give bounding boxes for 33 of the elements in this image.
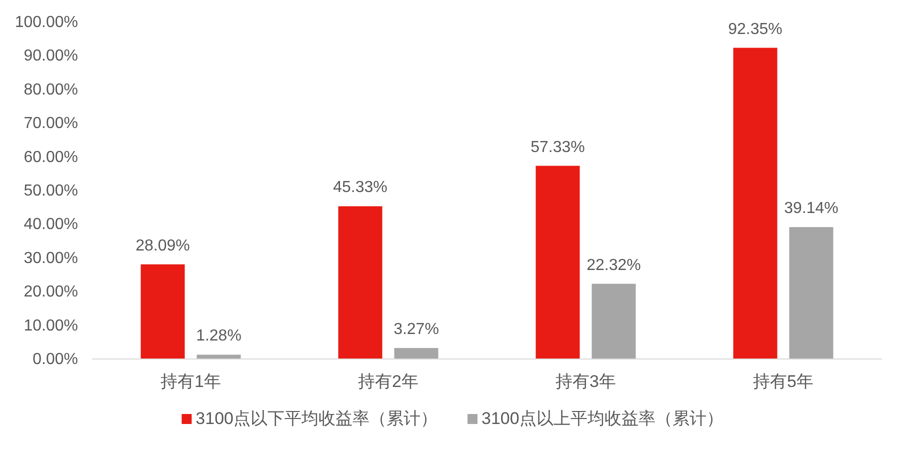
data-label: 92.35%: [728, 20, 782, 38]
bar: [733, 48, 778, 359]
y-tick-label: 70.00%: [24, 115, 78, 132]
bar: [338, 206, 382, 359]
data-label: 39.14%: [784, 200, 838, 218]
x-tick-label: 持有5年: [753, 372, 814, 391]
y-tick-label: 90.00%: [24, 48, 78, 65]
y-tick-label: 60.00%: [24, 148, 78, 166]
data-label: 28.09%: [136, 237, 190, 254]
y-tick-label: 80.00%: [24, 81, 78, 98]
data-label: 57.33%: [530, 138, 585, 156]
bar: [536, 166, 580, 359]
y-tick-label: 100.00%: [14, 14, 78, 31]
bar: [789, 227, 834, 359]
x-tick-label: 持有2年: [358, 372, 418, 391]
data-label: 45.33%: [333, 179, 388, 196]
y-tick-label: 10.00%: [24, 317, 78, 334]
bar: [394, 348, 438, 359]
bar: [140, 264, 185, 359]
y-tick-label: 20.00%: [24, 284, 78, 301]
bar: [592, 284, 636, 359]
y-tick-label: 30.00%: [24, 250, 78, 267]
data-label: 3.27%: [394, 320, 439, 338]
legend-label: 3100点以上平均收益率（累计）: [482, 409, 724, 428]
y-tick-label: 50.00%: [24, 182, 78, 200]
data-label: 1.28%: [196, 328, 242, 345]
y-tick-label: 40.00%: [24, 216, 78, 234]
legend-label: 3100点以下平均收益率（累计）: [196, 409, 438, 428]
x-tick-label: 持有3年: [556, 372, 616, 391]
bar: [196, 354, 241, 359]
x-tick-label: 持有1年: [160, 372, 221, 391]
data-label: 22.32%: [586, 256, 641, 274]
y-tick-label: 0.00%: [32, 351, 78, 368]
